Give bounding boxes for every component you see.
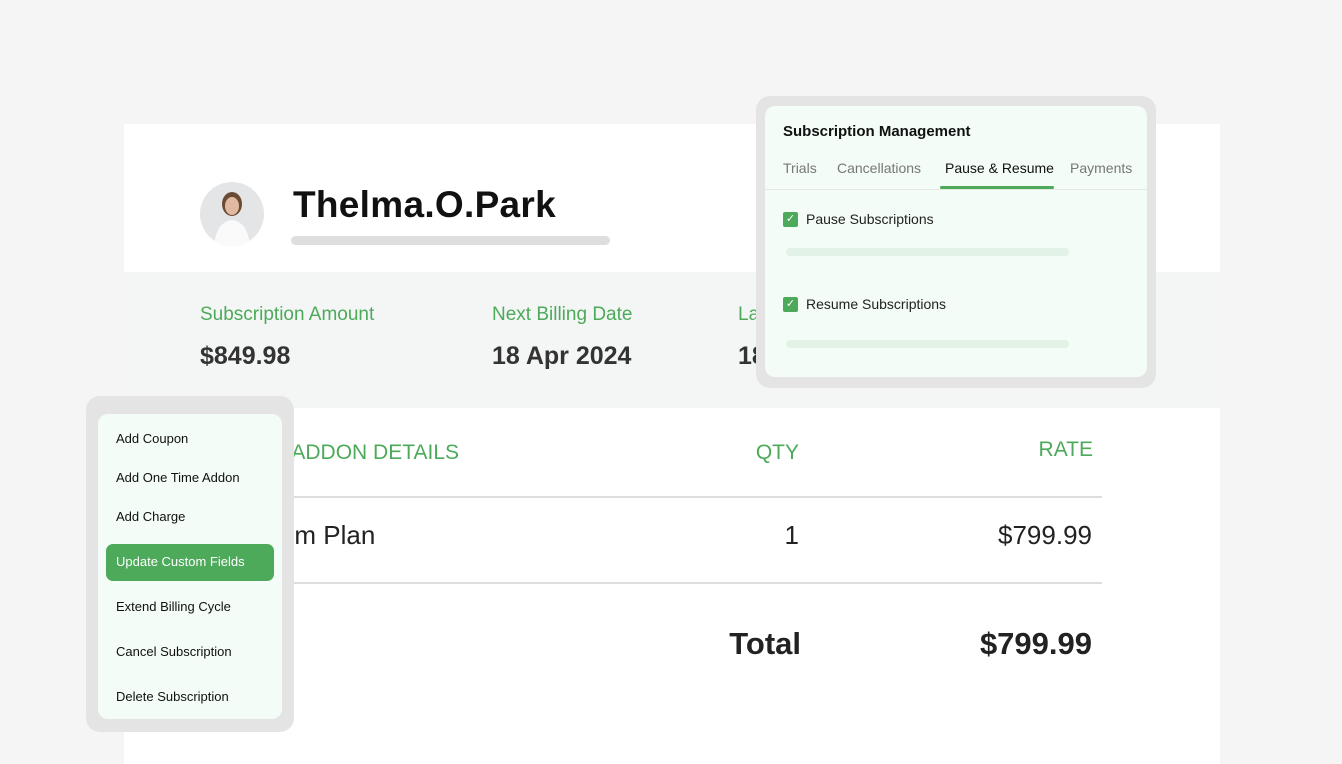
menu-item-add-charge[interactable]: Add Charge — [116, 509, 186, 524]
total-label: Total — [729, 626, 801, 661]
menu-item-cancel-subscription[interactable]: Cancel Subscription — [116, 644, 232, 659]
menu-highlight — [106, 544, 274, 581]
panel-title: Subscription Management — [783, 123, 971, 140]
divider — [255, 582, 1102, 584]
person-photo-icon — [214, 192, 250, 246]
menu-item-update-custom-fields[interactable]: Update Custom Fields — [116, 554, 245, 569]
stat-label: Next Billing Date — [492, 304, 633, 325]
placeholder-bar — [786, 248, 1069, 256]
row-qty: 1 — [784, 520, 799, 550]
stat-value: 18 Apr 2024 — [492, 342, 632, 370]
placeholder-bar — [291, 236, 610, 245]
tab-pause-resume[interactable]: Pause & Resume — [945, 160, 1054, 176]
row-rate: $799.99 — [998, 520, 1092, 550]
tab-divider — [765, 189, 1147, 190]
pause-checkbox[interactable]: ✓ — [783, 212, 798, 227]
placeholder-bar — [786, 340, 1069, 348]
divider — [255, 496, 1102, 498]
column-header-qty: QTY — [755, 441, 799, 464]
menu-item-add-coupon[interactable]: Add Coupon — [116, 431, 189, 446]
menu-item-add-one-time-addon[interactable]: Add One Time Addon — [116, 470, 240, 485]
customer-name: Thelma.O.Park — [293, 184, 557, 225]
tab-trials[interactable]: Trials — [783, 160, 817, 176]
total-value: $799.99 — [979, 626, 1092, 661]
resume-checkbox[interactable]: ✓ — [783, 297, 798, 312]
active-tab-indicator — [940, 186, 1054, 189]
subscription-management-card — [765, 106, 1147, 377]
column-header-rate: RATE — [1038, 438, 1093, 461]
avatar — [200, 182, 264, 246]
tab-cancellations[interactable]: Cancellations — [837, 160, 922, 176]
pause-subscriptions-label: Pause Subscriptions — [806, 211, 934, 227]
stat-label: Subscription Amount — [200, 304, 375, 325]
stat-value: $849.98 — [200, 342, 291, 370]
menu-item-delete-subscription[interactable]: Delete Subscription — [116, 689, 229, 704]
menu-item-extend-billing-cycle[interactable]: Extend Billing Cycle — [116, 599, 231, 614]
resume-subscriptions-label: Resume Subscriptions — [806, 296, 947, 312]
tab-payments[interactable]: Payments — [1070, 160, 1133, 176]
